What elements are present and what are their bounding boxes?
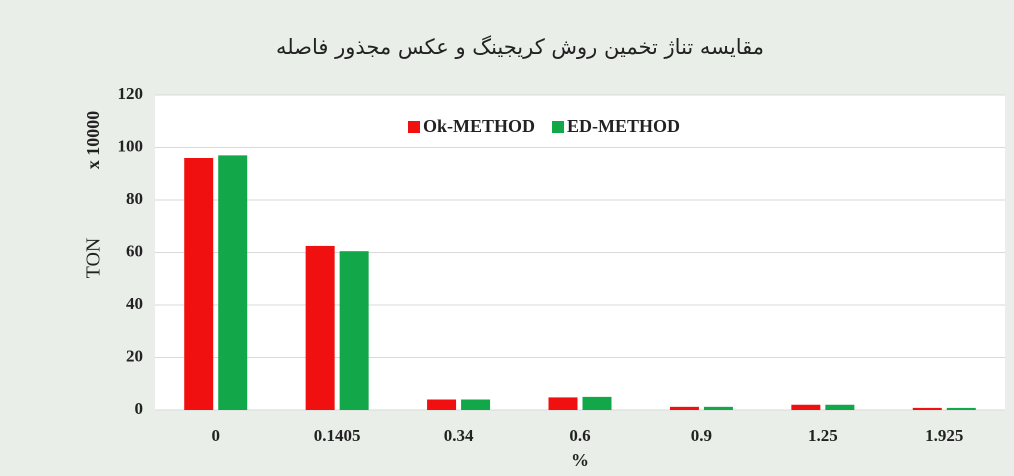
bar	[218, 155, 248, 410]
legend-swatch	[552, 121, 565, 133]
legend-label: Ok-METHOD	[423, 116, 535, 136]
bar	[669, 406, 699, 410]
bar	[825, 404, 855, 410]
y-axis-unit: x 10000	[83, 111, 103, 170]
y-tick-label: 60	[126, 241, 143, 260]
x-tick-label: 0	[211, 426, 220, 445]
legend-swatch	[408, 121, 420, 133]
bar	[582, 396, 612, 410]
bar	[339, 251, 369, 410]
chart-title: مقایسه تناژ تخمین روش کریجینگ و عکس مجذو…	[276, 35, 764, 59]
legend-label: ED-METHOD	[567, 116, 680, 136]
x-tick-label: 0.34	[444, 426, 474, 445]
bar	[703, 406, 733, 410]
y-tick-label: 80	[126, 189, 143, 208]
x-tick-label: 1.925	[925, 426, 963, 445]
bar	[912, 407, 942, 410]
y-tick-label: 100	[118, 136, 144, 155]
x-tick-label: 0.1405	[314, 426, 361, 445]
bar	[791, 404, 821, 410]
bar	[184, 158, 214, 410]
y-tick-label: 0	[135, 399, 144, 418]
bar	[427, 399, 457, 410]
y-tick-label: 120	[118, 84, 144, 103]
bar	[461, 399, 491, 410]
x-axis-label: %	[571, 450, 589, 470]
x-tick-label: 1.25	[808, 426, 838, 445]
y-tick-label: 20	[126, 346, 143, 365]
bar	[548, 397, 578, 410]
y-axis-label: TON	[83, 238, 105, 279]
bar	[946, 407, 976, 410]
x-tick-label: 0.6	[569, 426, 590, 445]
y-tick-label: 40	[126, 294, 143, 313]
bar	[305, 245, 335, 410]
x-tick-label: 0.9	[691, 426, 712, 445]
